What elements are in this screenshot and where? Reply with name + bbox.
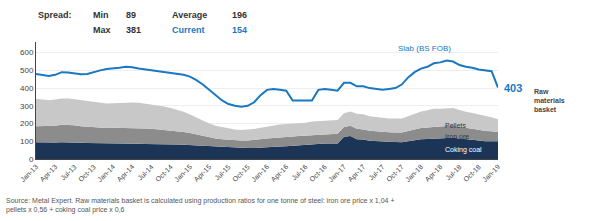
svg-text:Apr-18: Apr-18 (424, 163, 445, 184)
svg-text:Oct-14: Oct-14 (154, 163, 174, 183)
svg-text:381: 381 (126, 25, 141, 35)
svg-text:Apr-17: Apr-17 (347, 163, 368, 184)
svg-text:Jul-14: Jul-14 (136, 163, 155, 182)
svg-text:Jan-14: Jan-14 (96, 163, 116, 183)
svg-text:Coking coal: Coking coal (445, 146, 482, 154)
svg-text:Pellets: Pellets (445, 122, 467, 129)
svg-text:Apr-13: Apr-13 (39, 163, 60, 184)
svg-text:Source: Metal Expert. Raw mate: Source: Metal Expert. Raw materials bask… (6, 197, 395, 214)
svg-text:Jan-18: Jan-18 (404, 163, 424, 183)
svg-text:Jan-13: Jan-13 (19, 163, 39, 183)
svg-text:Oct-15: Oct-15 (231, 163, 251, 183)
svg-text:0: 0 (29, 155, 34, 164)
svg-text:Jul-16: Jul-16 (290, 163, 309, 182)
svg-text:403: 403 (504, 82, 522, 94)
svg-text:Rawmaterialsbasket: Rawmaterialsbasket (534, 88, 565, 113)
svg-text:Oct-16: Oct-16 (308, 163, 328, 183)
svg-text:Jan-16: Jan-16 (250, 163, 270, 183)
svg-text:400: 400 (20, 84, 34, 93)
svg-text:Jul-18: Jul-18 (444, 163, 463, 182)
svg-text:300: 300 (20, 102, 34, 111)
svg-text:200: 200 (20, 119, 34, 128)
svg-text:Oct-18: Oct-18 (462, 163, 482, 183)
svg-text:Spread:: Spread: (38, 10, 72, 20)
svg-text:Apr-15: Apr-15 (193, 163, 214, 184)
svg-text:Jul-15: Jul-15 (213, 163, 232, 182)
svg-text:Oct-13: Oct-13 (77, 163, 97, 183)
svg-text:Min: Min (93, 10, 109, 20)
svg-text:Current: Current (172, 25, 205, 35)
svg-text:154: 154 (232, 25, 247, 35)
svg-text:Jul-13: Jul-13 (59, 163, 78, 182)
svg-text:Jul-17: Jul-17 (367, 163, 386, 182)
svg-text:500: 500 (20, 66, 34, 75)
svg-text:196: 196 (232, 10, 247, 20)
svg-text:Max: Max (93, 25, 111, 35)
svg-text:Oct-17: Oct-17 (385, 163, 405, 183)
svg-text:Slab (BS FOB): Slab (BS FOB) (398, 44, 451, 53)
svg-text:600: 600 (20, 48, 34, 57)
svg-text:Jan-19: Jan-19 (481, 163, 501, 183)
svg-text:100: 100 (20, 137, 34, 146)
svg-text:Jan-15: Jan-15 (173, 163, 193, 183)
svg-text:Iron ore: Iron ore (445, 133, 469, 140)
svg-text:Apr-14: Apr-14 (116, 163, 137, 184)
svg-text:Average: Average (172, 10, 207, 20)
svg-text:Jan-17: Jan-17 (327, 163, 347, 183)
svg-text:89: 89 (126, 10, 136, 20)
svg-text:Apr-16: Apr-16 (270, 163, 291, 184)
